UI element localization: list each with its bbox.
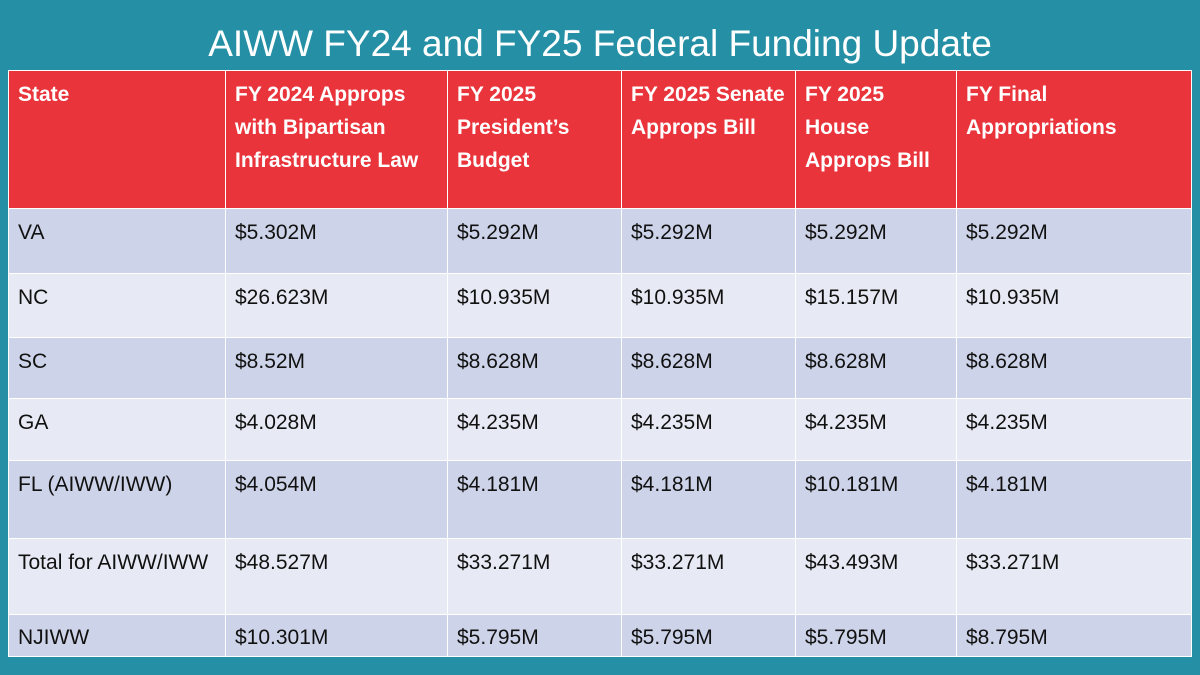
value-cell: $4.028M <box>225 398 448 461</box>
value-cell: $8.628M <box>447 337 622 399</box>
state-cell: NC <box>8 273 226 338</box>
value-cell: $10.935M <box>447 273 622 338</box>
table-row: SC $8.52M $8.628M $8.628M $8.628M $8.628… <box>8 337 1192 399</box>
value-cell: $5.292M <box>447 208 622 274</box>
table-row: VA $5.302M $5.292M $5.292M $5.292M $5.29… <box>8 208 1192 274</box>
value-cell: $4.181M <box>621 460 796 539</box>
value-cell: $5.795M <box>621 614 796 657</box>
state-cell: NJIWW <box>8 614 226 657</box>
value-cell: $8.628M <box>621 337 796 399</box>
table-row: NC $26.623M $10.935M $10.935M $15.157M $… <box>8 273 1192 338</box>
value-cell: $33.271M <box>621 538 796 615</box>
header-fy2025-house-bill: FY 2025 House Approps Bill <box>795 70 957 209</box>
table-row: NJIWW $10.301M $5.795M $5.795M $5.795M $… <box>8 614 1192 657</box>
value-cell: $33.271M <box>447 538 622 615</box>
funding-table: State FY 2024 Approps with Bipartisan In… <box>8 70 1192 657</box>
state-cell: GA <box>8 398 226 461</box>
value-cell: $15.157M <box>795 273 957 338</box>
value-cell: $48.527M <box>225 538 448 615</box>
state-cell: VA <box>8 208 226 274</box>
value-cell: $8.628M <box>956 337 1192 399</box>
value-cell: $8.795M <box>956 614 1192 657</box>
value-cell: $4.235M <box>956 398 1192 461</box>
value-cell: $10.301M <box>225 614 448 657</box>
table-row: FL (AIWW/IWW) $4.054M $4.181M $4.181M $1… <box>8 460 1192 539</box>
header-fy2025-senate-bill: FY 2025 Senate Approps Bill <box>621 70 796 209</box>
header-fy-final-appropriations: FY Final Appropriations <box>956 70 1192 209</box>
value-cell: $4.235M <box>447 398 622 461</box>
state-cell: SC <box>8 337 226 399</box>
value-cell: $5.302M <box>225 208 448 274</box>
value-cell: $33.271M <box>956 538 1192 615</box>
state-cell: FL (AIWW/IWW) <box>8 460 226 539</box>
value-cell: $5.292M <box>956 208 1192 274</box>
value-cell: $26.623M <box>225 273 448 338</box>
header-fy2024-approps: FY 2024 Approps with Bipartisan Infrastr… <box>225 70 448 209</box>
value-cell: $10.181M <box>795 460 957 539</box>
table-row: GA $4.028M $4.235M $4.235M $4.235M $4.23… <box>8 398 1192 461</box>
table-header-row: State FY 2024 Approps with Bipartisan In… <box>8 70 1192 209</box>
value-cell: $8.52M <box>225 337 448 399</box>
value-cell: $43.493M <box>795 538 957 615</box>
value-cell: $5.795M <box>795 614 957 657</box>
value-cell: $4.235M <box>621 398 796 461</box>
slide-title: AIWW FY24 and FY25 Federal Funding Updat… <box>208 23 992 64</box>
value-cell: $4.054M <box>225 460 448 539</box>
value-cell: $5.795M <box>447 614 622 657</box>
value-cell: $4.181M <box>447 460 622 539</box>
value-cell: $10.935M <box>621 273 796 338</box>
value-cell: $5.292M <box>621 208 796 274</box>
value-cell: $8.628M <box>795 337 957 399</box>
value-cell: $5.292M <box>795 208 957 274</box>
table-row-total: Total for AIWW/IWW $48.527M $33.271M $33… <box>8 538 1192 615</box>
state-cell: Total for AIWW/IWW <box>8 538 226 615</box>
value-cell: $4.181M <box>956 460 1192 539</box>
header-fy2025-presidents-budget: FY 2025 President’s Budget <box>447 70 622 209</box>
value-cell: $4.235M <box>795 398 957 461</box>
value-cell: $10.935M <box>956 273 1192 338</box>
header-state: State <box>8 70 226 209</box>
